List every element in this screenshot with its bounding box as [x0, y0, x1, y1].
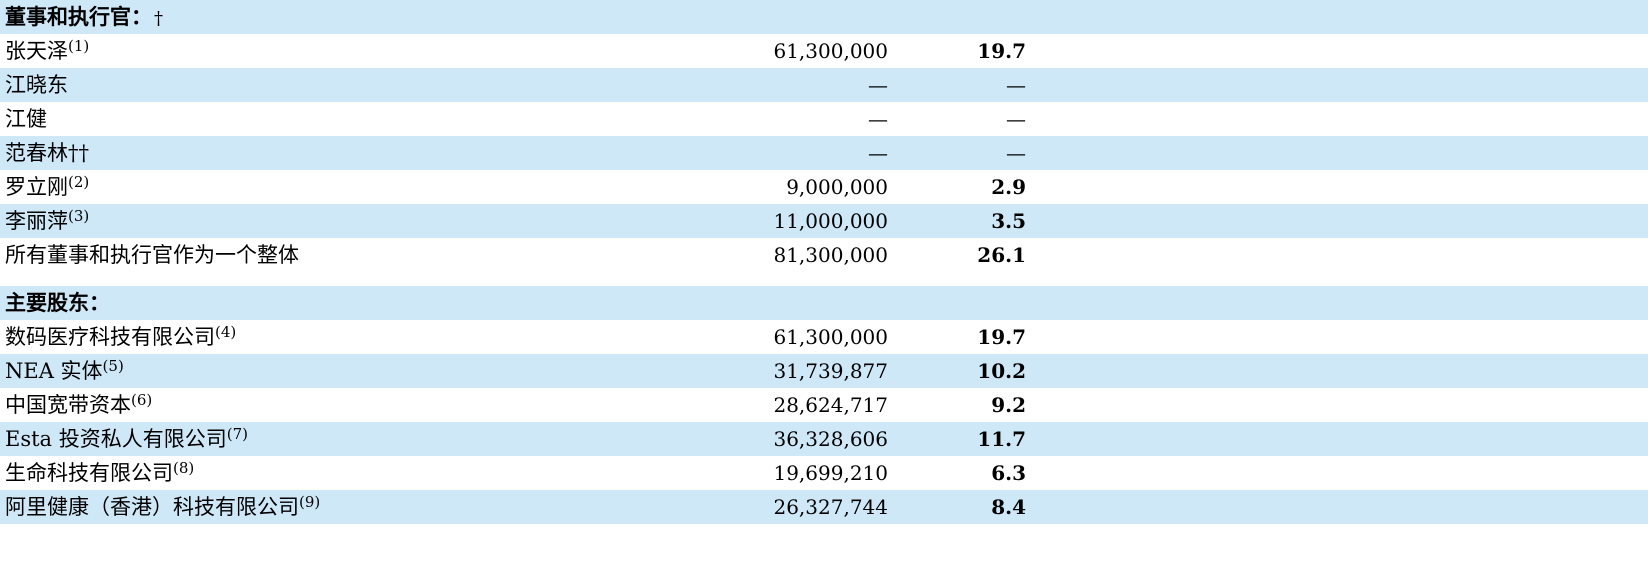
table-row: 中国宽带资本(6) 28,624,717 9.2 — [0, 388, 1648, 422]
table-row: 张天泽(1) 61,300,000 19.7 — [0, 34, 1648, 68]
holder-name: 数码医疗科技有限公司(4) — [5, 323, 237, 350]
percent-value: 11.7 — [977, 427, 1026, 451]
percent-value: 3.5 — [991, 209, 1026, 233]
table-row: Esta 投资私人有限公司(7) 36,328,606 11.7 — [0, 422, 1648, 456]
percent-value: — — [1006, 107, 1026, 131]
percent-value: 19.7 — [977, 39, 1026, 63]
holder-name: 李丽萍(3) — [5, 207, 90, 234]
percent-value: 26.1 — [977, 243, 1026, 267]
footnote-ref: (3) — [68, 207, 90, 225]
section-title-text: 董事和执行官： — [5, 4, 152, 29]
holder-name: 生命科技有限公司(8) — [5, 459, 195, 486]
beneficial-ownership-table: 董事和执行官： † 张天泽(1) 61,300,000 19.7 江晓东 — — … — [0, 0, 1648, 524]
percent-value: 9.2 — [991, 393, 1026, 417]
shares-value: 61,300,000 — [773, 325, 888, 349]
table-row: 罗立刚(2) 9,000,000 2.9 — [0, 170, 1648, 204]
footnote-ref: (6) — [131, 391, 153, 409]
percent-value: 6.3 — [991, 461, 1026, 485]
shares-value: 26,327,744 — [773, 495, 888, 519]
shares-value: 19,699,210 — [773, 461, 888, 485]
table-row: 范春林†† — — — [0, 136, 1648, 170]
holder-name: 罗立刚(2) — [5, 173, 90, 200]
shares-value: 81,300,000 — [773, 243, 888, 267]
table-row: 江健 — — — [0, 102, 1648, 136]
shares-value: 11,000,000 — [773, 209, 888, 233]
shares-value: — — [868, 141, 888, 165]
percent-value: 10.2 — [977, 359, 1026, 383]
footnote-ref: (5) — [102, 357, 124, 375]
percent-value: — — [1006, 73, 1026, 97]
section-title: 主要股东： — [5, 290, 110, 315]
percent-value: 8.4 — [991, 495, 1026, 519]
footnote-ref: (2) — [68, 173, 90, 191]
holder-name: 张天泽(1) — [5, 37, 90, 64]
table-row-total: 所有董事和执行官作为一个整体 81,300,000 26.1 — [0, 238, 1648, 272]
section-title: 董事和执行官： † — [5, 0, 163, 36]
table-row: 江晓东 — — — [0, 68, 1648, 102]
shares-value: 61,300,000 — [773, 39, 888, 63]
holder-name: 阿里健康（香港）科技有限公司(9) — [5, 493, 321, 520]
table-row: 阿里健康（香港）科技有限公司(9) 26,327,744 8.4 — [0, 490, 1648, 524]
holder-name: 江晓东 — [5, 73, 68, 97]
shares-value: 9,000,000 — [786, 175, 888, 199]
dagger-mark: † — [154, 8, 163, 29]
footnote-ref: (7) — [226, 425, 248, 443]
table-row: NEA 实体(5) 31,739,877 10.2 — [0, 354, 1648, 388]
section-spacer — [0, 272, 1648, 286]
shares-value: — — [868, 73, 888, 97]
holder-name: 江健 — [5, 107, 47, 131]
shares-value: 31,739,877 — [773, 359, 888, 383]
holder-name: 所有董事和执行官作为一个整体 — [5, 243, 299, 267]
footnote-ref: (8) — [173, 459, 195, 477]
percent-value: 19.7 — [977, 325, 1026, 349]
holder-name: 范春林†† — [5, 141, 89, 165]
footnote-ref: (9) — [299, 493, 321, 511]
percent-value: — — [1006, 141, 1026, 165]
shares-value: 28,624,717 — [773, 393, 888, 417]
footnote-ref: (1) — [68, 37, 90, 55]
table-row: 李丽萍(3) 11,000,000 3.5 — [0, 204, 1648, 238]
percent-value: 2.9 — [991, 175, 1026, 199]
holder-name: Esta 投资私人有限公司(7) — [5, 425, 248, 452]
section-header-row: 主要股东： — [0, 286, 1648, 320]
holder-name: 中国宽带资本(6) — [5, 391, 153, 418]
section-header-row: 董事和执行官： † — [0, 0, 1648, 34]
shares-value: — — [868, 107, 888, 131]
holder-name: NEA 实体(5) — [5, 357, 124, 384]
table-row: 生命科技有限公司(8) 19,699,210 6.3 — [0, 456, 1648, 490]
footnote-ref: (4) — [215, 323, 237, 341]
table-row: 数码医疗科技有限公司(4) 61,300,000 19.7 — [0, 320, 1648, 354]
shares-value: 36,328,606 — [773, 427, 888, 451]
